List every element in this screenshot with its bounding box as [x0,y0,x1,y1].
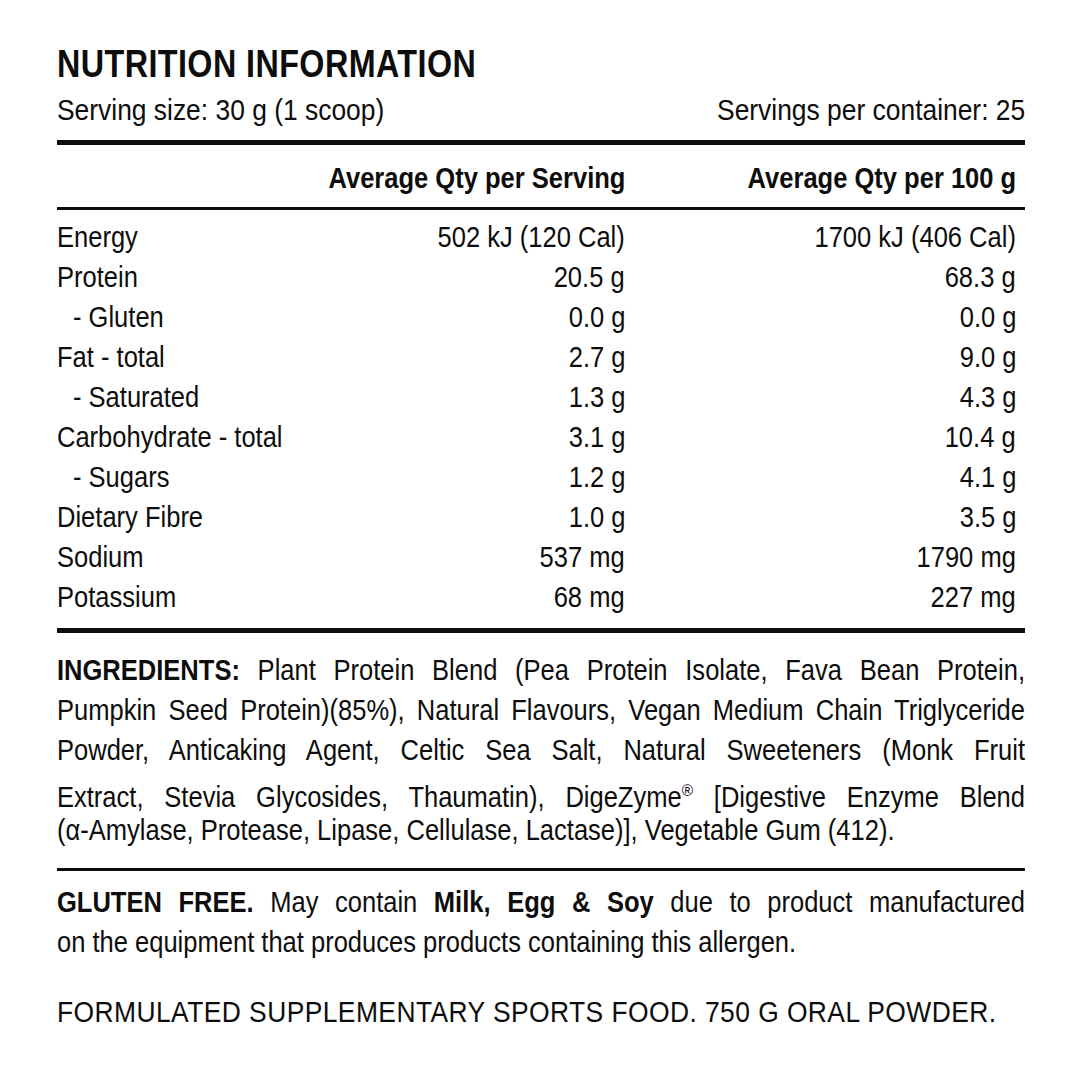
nutrient-name: Protein [57,257,149,297]
value-per-serving: 502 kJ (120 Cal) [412,217,625,257]
footer-statement: FORMULATED SUPPLEMENTARY SPORTS FOOD. 75… [57,992,1025,1032]
value-per-100g: 3.5 g [952,497,1017,537]
col-header-per-serving: Average Qty per Serving [288,158,625,198]
value-per-serving: 1.3 g [561,377,626,417]
value-per-100g: 1790 mg [903,537,1016,577]
ingredients-line-3: Powder, Anticaking Agent, Celtic Sea Sal… [57,730,1025,770]
divider-thin-ingredients [57,868,1025,871]
table-row-potassium: Potassium 68 mg 227 mg [57,577,1025,617]
value-per-100g: 4.3 g [952,377,1017,417]
value-per-serving: 20.5 g [544,257,625,297]
ingredients-line-5: (α-Amylase, Protease, Lipase, Cellulase,… [57,810,1025,850]
value-per-serving: 68 mg [544,577,625,617]
value-per-100g: 68.3 g [935,257,1016,297]
table-row-dietary-fibre: Dietary Fibre 1.0 g 3.5 g [57,497,1025,537]
value-per-serving: 537 mg [528,537,625,577]
nutrient-name: Dietary Fibre [57,497,223,537]
ingredients-line-4: Extract, Stevia Glycosides, Thaumatin), … [57,770,1025,810]
table-row-sodium: Sodium 537 mg 1790 mg [57,537,1025,577]
table-row-protein: Protein 20.5 g 68.3 g [57,257,1025,297]
gluten-free-label: GLUTEN FREE. [57,886,254,918]
divider-thick-top [57,140,1025,145]
servings-per-container: Servings per container: 25 [675,90,1025,130]
nutrient-name: - Sugars [73,457,183,497]
allergen-line-1: GLUTEN FREE. May contain Milk, Egg & Soy… [57,882,1025,922]
registered-trademark-symbol: ® [682,780,693,800]
nutrient-name: Potassium [57,577,192,617]
nutrient-name: Sodium [57,537,155,577]
table-row-gluten: - Gluten 0.0 g 0.0 g [57,297,1025,337]
value-per-100g: 9.0 g [952,337,1017,377]
table-row-energy: Energy 502 kJ (120 Cal) 1700 kJ (406 Cal… [57,217,1025,257]
table-row-sugars: - Sugars 1.2 g 4.1 g [57,457,1025,497]
nutrient-name: Carbohydrate - total [57,417,313,457]
allergen-names: Milk, Egg & Soy [434,886,654,918]
value-per-100g: 10.4 g [935,417,1016,457]
value-per-serving: 2.7 g [561,337,626,377]
nutrient-name: Energy [57,217,149,257]
value-per-serving: 1.2 g [561,457,626,497]
serving-info-row: Serving size: 30 g (1 scoop) Servings pe… [57,90,1025,130]
value-per-100g: 227 mg [919,577,1016,617]
value-per-serving: 3.1 g [561,417,626,457]
ingredients-line-1: INGREDIENTS: Plant Protein Blend (Pea Pr… [57,650,1025,690]
page-title-text: NUTRITION INFORMATION [57,44,476,84]
value-per-100g: 1700 kJ (406 Cal) [787,217,1016,257]
divider-thin-header [57,207,1025,210]
value-per-serving: 1.0 g [561,497,626,537]
table-header-row: Average Qty per Serving Average Qty per … [57,158,1025,198]
ingredients-label: INGREDIENTS: [57,654,240,686]
col-header-per-100g: Average Qty per 100 g [711,158,1016,198]
divider-thick-table-bottom [57,628,1025,633]
ingredients-line-2: Pumpkin Seed Protein)(85%), Natural Flav… [57,690,1025,730]
value-per-100g: 0.0 g [952,297,1017,337]
allergen-statement: GLUTEN FREE. May contain Milk, Egg & Soy… [57,882,1025,962]
table-row-carbohydrate: Carbohydrate - total 3.1 g 10.4 g [57,417,1025,457]
nutrient-name: Fat - total [57,337,180,377]
nutrient-name: - Gluten [73,297,176,337]
nutrient-name: - Saturated [73,377,216,417]
ingredients-paragraph: INGREDIENTS: Plant Protein Blend (Pea Pr… [57,650,1025,850]
value-per-100g: 4.1 g [952,457,1017,497]
table-row-fat-total: Fat - total 2.7 g 9.0 g [57,337,1025,377]
value-per-serving: 0.0 g [561,297,626,337]
page-title: NUTRITION INFORMATION [57,44,1025,84]
serving-size-text: Serving size: 30 g (1 scoop) [57,90,384,130]
table-row-saturated: - Saturated 1.3 g 4.3 g [57,377,1025,417]
allergen-line-2: on the equipment that produces products … [57,922,1025,962]
